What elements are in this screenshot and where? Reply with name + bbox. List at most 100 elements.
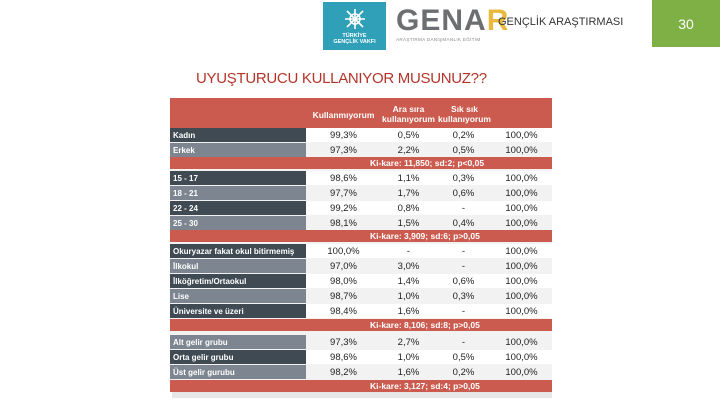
cell-v2: 1,4% (397, 275, 420, 287)
row-label: İlköğretim/Ortaokul (170, 274, 306, 288)
cell-v4: 100,0% (505, 129, 538, 141)
cell-v2: 1,6% (397, 305, 420, 317)
cell-v3: 0,5% (452, 351, 475, 363)
cell-v1: 98,0% (330, 275, 357, 287)
cell-v4: 100,0% (505, 217, 538, 229)
stat-text: Ki-kare: 3,909; sd:6; p>0,05 (370, 231, 480, 241)
cell-v4: 100,0% (505, 305, 538, 317)
row-label: Alt gelir grubu (170, 335, 306, 349)
row-label: Lise (170, 289, 306, 303)
cell-v3: 0,2% (452, 366, 475, 378)
cell-v2: 1,0% (397, 351, 420, 363)
row-label: Üst gelir gurubu (170, 365, 306, 379)
table-shadow (172, 392, 552, 398)
cell-v2: 1,6% (397, 366, 420, 378)
cell-v3: - (461, 336, 466, 348)
cell-v3: - (461, 305, 466, 317)
tgv-logo-text: TÜRKİYE GENÇLİK VAKFI (333, 33, 376, 45)
cell-v4: 100,0% (505, 172, 538, 184)
cell-v3: 0,6% (452, 275, 475, 287)
cell-v4: 100,0% (505, 245, 538, 257)
cell-v2: 3,0% (397, 260, 420, 272)
cell-v1: 97,3% (330, 336, 357, 348)
tgv-logo: TÜRKİYE GENÇLİK VAKFI (323, 2, 386, 50)
stat-bar: Ki-kare: 8,106; sd:8; p>0,05 (170, 319, 552, 331)
row-label: Üniversite ve üzeri (170, 304, 306, 318)
table-row: 18 - 21 97,7% 1,7% 0,6% 100,0% (170, 186, 552, 200)
table-row: Üst gelir gurubu 98,2% 1,6% 0,2% 100,0% (170, 365, 552, 379)
cell-v4: 100,0% (505, 187, 538, 199)
stat-bar: Ki-kare: 11,850; sd:2; p<0,05 (170, 157, 552, 169)
table-row: Kadın 99,3% 0,5% 0,2% 100,0% (170, 128, 552, 142)
stat-text: Ki-kare: 8,106; sd:8; p>0,05 (370, 320, 480, 330)
cell-v1: 98,2% (330, 366, 357, 378)
cell-v1: 100,0% (327, 245, 360, 257)
row-label: Erkek (170, 143, 306, 157)
table-row: 25 - 30 98,1% 1,5% 0,4% 100,0% (170, 216, 552, 230)
row-label: Kadın (170, 128, 306, 142)
row-label: 25 - 30 (170, 216, 306, 230)
cell-v1: 99,2% (330, 202, 357, 214)
cell-v2: 0,8% (397, 202, 420, 214)
stat-bar: Ki-kare: 3,909; sd:6; p>0,05 (170, 230, 552, 242)
cell-v1: 99,3% (330, 129, 357, 141)
cell-v3: 0,4% (452, 217, 475, 229)
table-row: Alt gelir grubu 97,3% 2,7% - 100,0% (170, 335, 552, 349)
stat-text: Ki-kare: 3,127; sd:4; p>0,05 (370, 381, 480, 391)
table-row: İlkokul 97,0% 3,0% - 100,0% (170, 259, 552, 273)
cell-v4: 100,0% (505, 366, 538, 378)
table-header: Kullanmıyorum Ara sıra kullanıyorum Sık … (170, 98, 552, 128)
cell-v4: 100,0% (505, 290, 538, 302)
cell-v4: 100,0% (505, 275, 538, 287)
table-row: Erkek 97,3% 2,2% 0,5% 100,0% (170, 143, 552, 157)
row-label: 18 - 21 (170, 186, 306, 200)
cell-v1: 98,7% (330, 290, 357, 302)
cell-v3: 0,3% (452, 290, 475, 302)
col-header-2b: kullanıyorum (382, 114, 435, 124)
col-header-3b: kullanıyorum (438, 114, 491, 124)
row-label: 22 - 24 (170, 201, 306, 215)
cell-v1: 97,7% (330, 187, 357, 199)
slide-title: UYUŞTURUCU KULLANIYOR MUSUNUZ?? (196, 70, 487, 87)
row-label: Orta gelir grubu (170, 350, 306, 364)
cell-v4: 100,0% (505, 351, 538, 363)
cell-v2: 1,5% (397, 217, 420, 229)
cell-v3: - (461, 245, 466, 257)
row-label: Okuryazar fakat okul bitirmemiş (170, 244, 306, 258)
cell-v3: 0,5% (452, 144, 475, 156)
cell-v2: 2,2% (397, 144, 420, 156)
cell-v2: - (406, 245, 411, 257)
genar-logo: GENAR ARAŞTIRMA DANIŞMANLIK EĞİTİM (396, 4, 510, 43)
table-row: Okuryazar fakat okul bitirmemiş 100,0% - - 1… (170, 244, 552, 258)
col-header-1: Kullanmıyorum (312, 110, 375, 120)
cell-v1: 97,0% (330, 260, 357, 272)
col-header-3a: Sık sık (451, 104, 478, 114)
cell-v2: 1,1% (397, 172, 420, 184)
header-title: GENÇLİK ARAŞTIRMASI (498, 16, 624, 28)
page-number: 30 (652, 0, 720, 47)
cell-v2: 1,7% (397, 187, 420, 199)
cell-v2: 0,5% (397, 129, 420, 141)
row-label: İlkokul (170, 259, 306, 273)
cell-v1: 98,1% (330, 217, 357, 229)
table-row: Lise 98,7% 1,0% 0,3% 100,0% (170, 289, 552, 303)
stat-text: Ki-kare: 11,850; sd:2; p<0,05 (370, 158, 485, 168)
table-row: 22 - 24 99,2% 0,8% - 100,0% (170, 201, 552, 215)
cell-v1: 98,4% (330, 305, 357, 317)
cell-v3: 0,3% (452, 172, 475, 184)
table-row: İlköğretim/Ortaokul 98,0% 1,4% 0,6% 100,0% (170, 274, 552, 288)
cell-v2: 1,0% (397, 290, 420, 302)
stat-bar: Ki-kare: 3,127; sd:4; p>0,05 (170, 380, 552, 392)
star-emblem-icon (344, 9, 365, 29)
cell-v4: 100,0% (505, 260, 538, 272)
table-row: 15 - 17 98,6% 1,1% 0,3% 100,0% (170, 171, 552, 185)
cell-v3: - (461, 202, 466, 214)
data-table: Kullanmıyorum Ara sıra kullanıyorum Sık … (170, 98, 552, 392)
table-row: Orta gelir grubu 98,6% 1,0% 0,5% 100,0% (170, 350, 552, 364)
cell-v3: 0,2% (452, 129, 475, 141)
cell-v2: 2,7% (397, 336, 420, 348)
row-label: 15 - 17 (170, 171, 306, 185)
cell-v3: - (461, 260, 466, 272)
cell-v4: 100,0% (505, 144, 538, 156)
cell-v4: 100,0% (505, 202, 538, 214)
